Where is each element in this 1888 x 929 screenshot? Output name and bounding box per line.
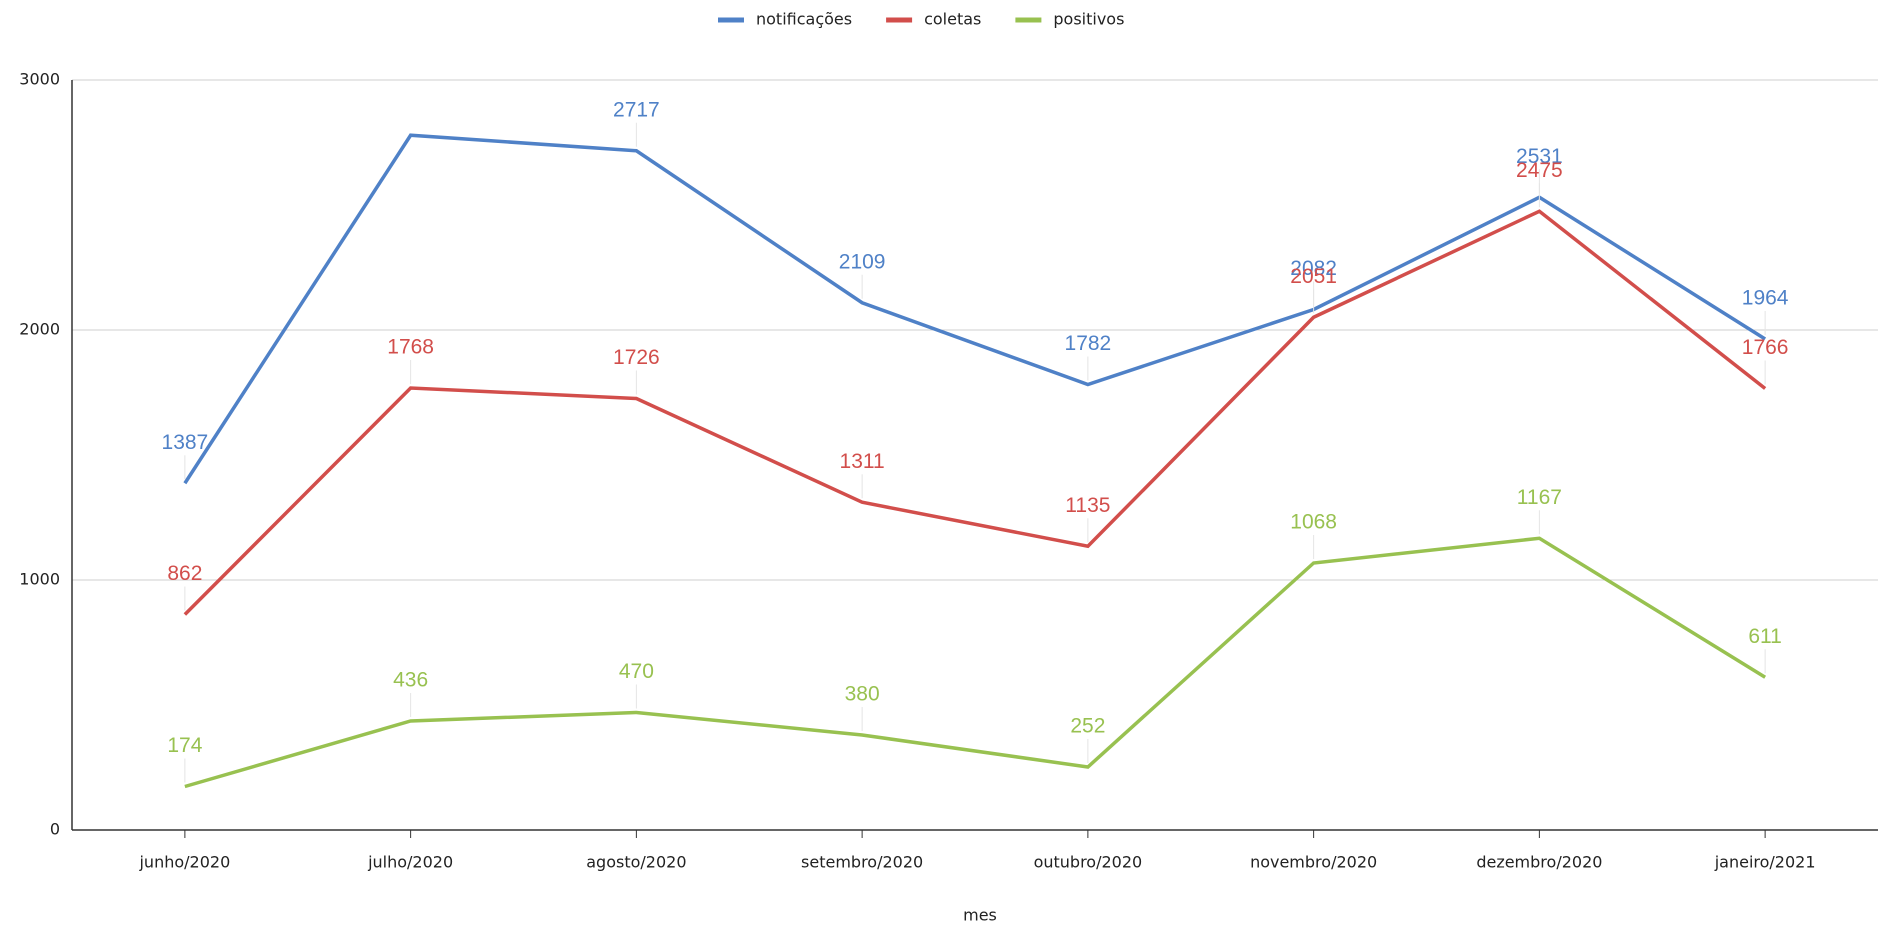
legend-label: positivos — [1053, 10, 1124, 29]
data-label: 436 — [393, 669, 428, 692]
data-label: 2109 — [839, 250, 886, 273]
y-tick-label: 1000 — [19, 570, 60, 589]
y-tick-label: 2000 — [19, 320, 60, 339]
data-label: 1766 — [1742, 336, 1789, 359]
data-label: 1167 — [1517, 486, 1562, 509]
x-tick-label: janeiro/2021 — [1714, 853, 1816, 872]
data-label: 1135 — [1065, 494, 1110, 517]
y-tick-label: 0 — [50, 820, 60, 839]
data-label: 1768 — [387, 336, 434, 359]
data-label: 470 — [619, 660, 654, 683]
data-label: 174 — [167, 734, 202, 757]
data-label: 2082 — [1290, 257, 1337, 280]
data-label: 611 — [1748, 625, 1781, 648]
data-label: 1068 — [1290, 511, 1337, 534]
data-label: 1387 — [162, 431, 209, 454]
legend-label: coletas — [924, 10, 981, 29]
x-tick-label: outubro/2020 — [1034, 853, 1143, 872]
x-tick-label: novembro/2020 — [1250, 853, 1377, 872]
data-label: 2051 — [1290, 265, 1337, 288]
data-label: 2717 — [613, 98, 660, 121]
x-tick-label: agosto/2020 — [586, 853, 686, 872]
x-tick-label: julho/2020 — [367, 853, 453, 872]
data-label: 380 — [845, 683, 880, 706]
line — [183, 133, 1767, 485]
data-label: 2475 — [1516, 159, 1563, 182]
data-label: 1311 — [840, 450, 885, 473]
data-label: 1726 — [613, 346, 660, 369]
line — [183, 209, 1767, 616]
x-axis-title: mes — [963, 906, 997, 925]
data-label: 252 — [1070, 715, 1105, 738]
x-tick-label: junho/2020 — [138, 853, 230, 872]
data-label: 2531 — [1516, 145, 1563, 168]
line — [184, 536, 1767, 789]
legend-label: notificações — [756, 10, 852, 29]
x-tick-label: setembro/2020 — [801, 853, 923, 872]
x-tick-label: dezembro/2020 — [1476, 853, 1602, 872]
data-label: 1964 — [1742, 287, 1789, 310]
data-label: 1782 — [1065, 332, 1112, 355]
y-tick-label: 3000 — [19, 70, 60, 89]
data-label: 862 — [167, 562, 202, 585]
